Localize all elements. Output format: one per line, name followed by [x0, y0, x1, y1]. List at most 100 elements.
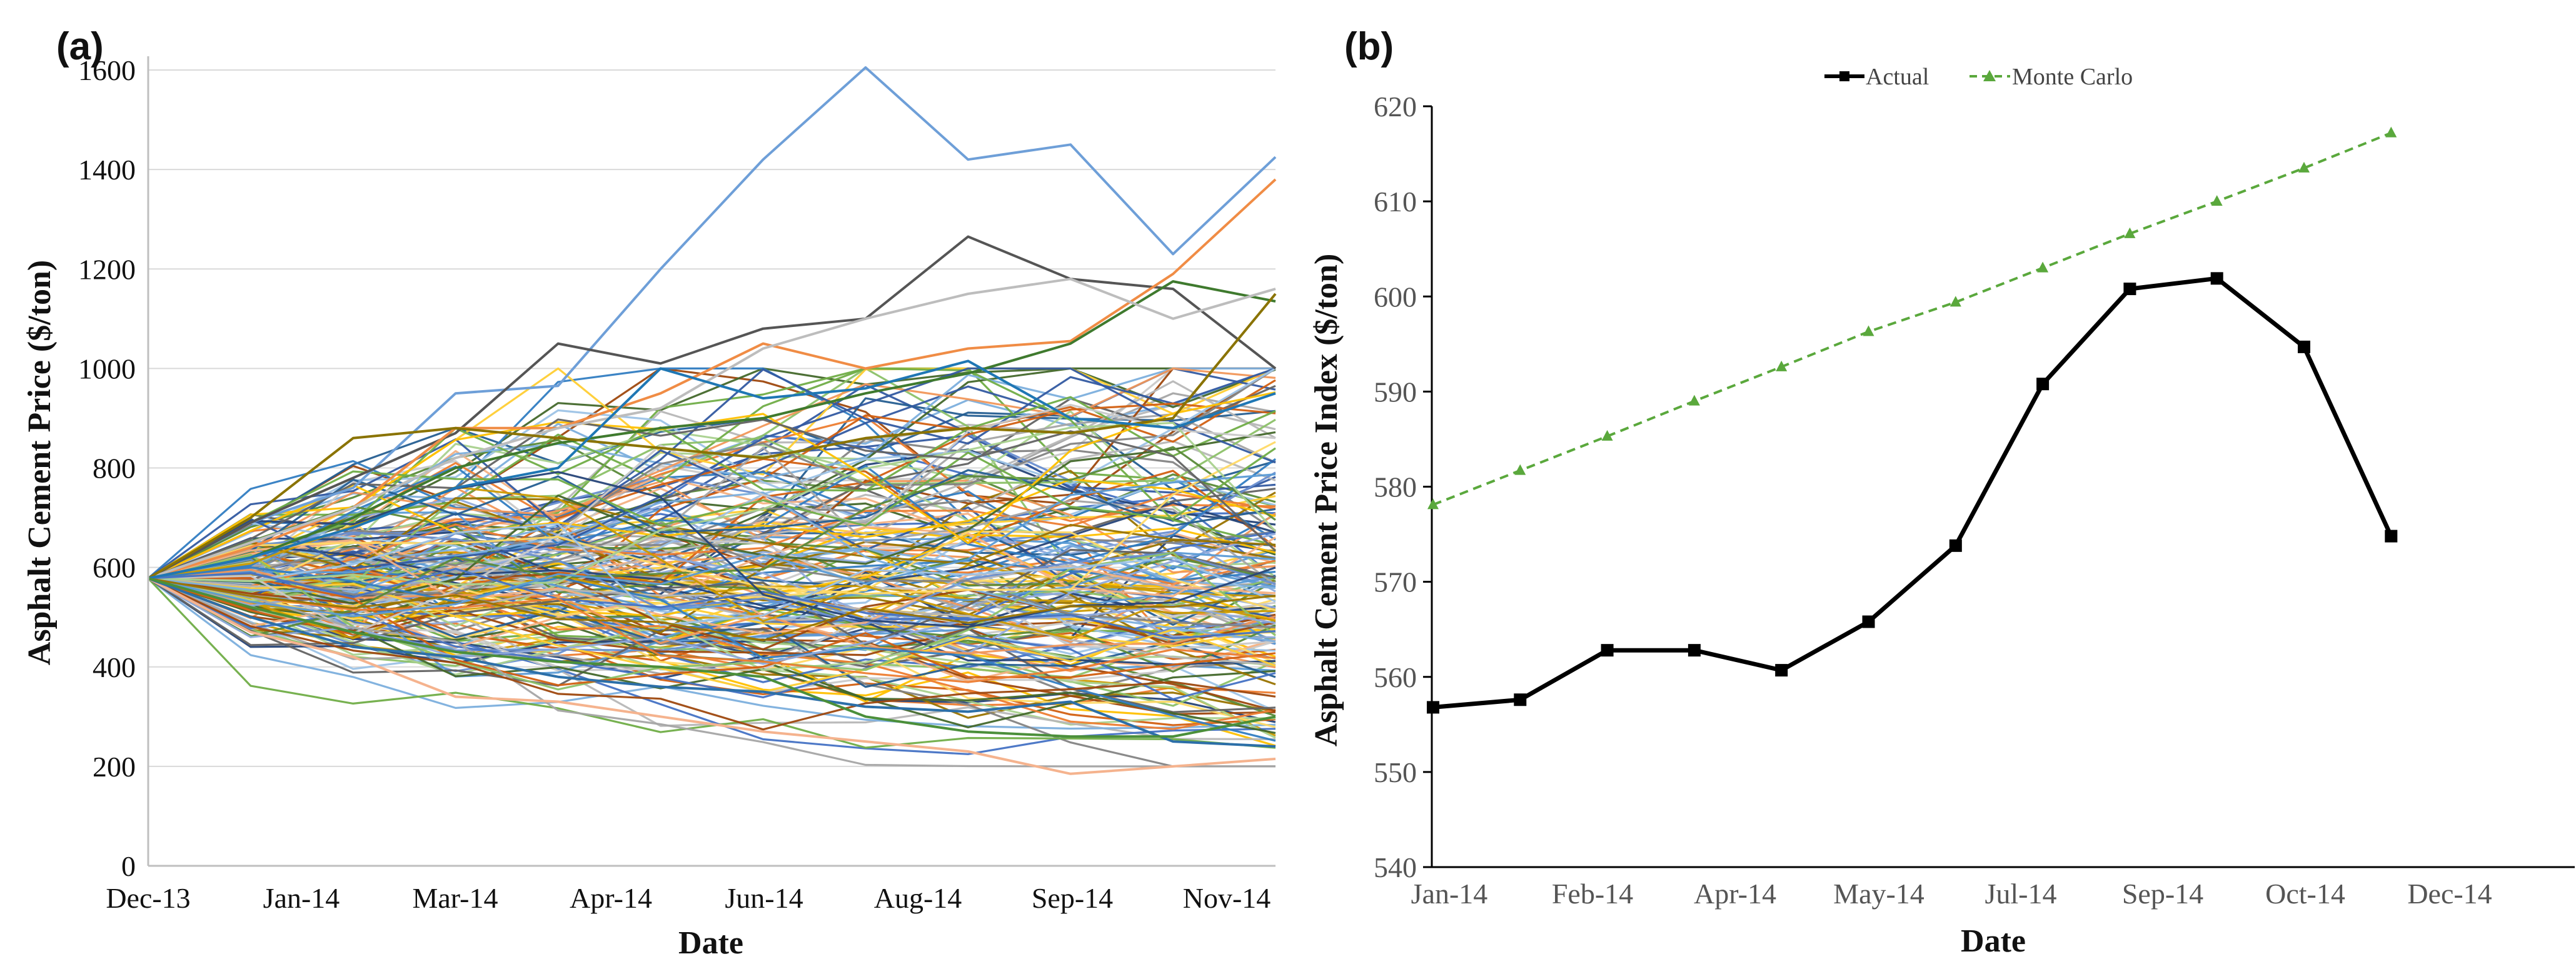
simulated-path — [147, 577, 1276, 749]
panel-a-x-axis-title: Date — [678, 925, 743, 961]
panel-b-y-tick: 540 — [1374, 851, 1417, 883]
simulated-path — [148, 520, 1276, 607]
monte-carlo-point — [1950, 296, 1961, 307]
simulated-path — [148, 447, 1276, 580]
simulated-path — [148, 391, 1276, 580]
panel-a-y-tick: 600 — [93, 552, 136, 584]
highlighted-path — [148, 280, 1276, 580]
highlighted-path — [148, 235, 1277, 580]
panel-a-chart: (a) 0 200 400 600 800 1000 1200 1400 1600 Dec-13… — [22, 25, 1277, 961]
simulated-path — [148, 537, 1276, 650]
simulated-path — [148, 523, 1276, 626]
simulated-path — [148, 577, 1276, 666]
simulated-path — [148, 577, 1276, 642]
simulated-path — [148, 526, 1276, 649]
highlighted-path — [147, 293, 1277, 580]
panel-a-x-tick: Apr-14 — [570, 882, 652, 914]
monte-carlo-point — [1776, 360, 1788, 371]
actual-point — [1775, 664, 1788, 677]
actual-point — [2298, 340, 2310, 353]
monte-carlo-point — [2385, 126, 2397, 138]
simulated-path — [148, 501, 1276, 610]
panel-a-label: (a) — [56, 25, 104, 68]
simulated-path — [148, 458, 1276, 580]
panel-a-y-tick: 400 — [93, 651, 136, 683]
panel-b-y-tick: 590 — [1374, 376, 1417, 408]
panel-b-x-tick: May-14 — [1833, 878, 1924, 910]
monte-carlo-point — [2124, 227, 2136, 238]
actual-point — [2385, 530, 2398, 543]
legend-actual-label: Actual — [1866, 64, 1929, 90]
panel-b-y-tick: 620 — [1374, 91, 1417, 123]
simulated-path — [148, 367, 1276, 580]
panel-b-x-tick: Jan-14 — [1411, 878, 1488, 910]
monte-carlo-point — [2037, 261, 2049, 273]
simulated-path — [148, 413, 1276, 580]
simulated-path — [148, 458, 1276, 580]
legend-monte-carlo-label: Monte Carlo — [2012, 64, 2133, 90]
panel-b-x-tick-labels: Jan-14 Feb-14 Apr-14 May-14 Jul-14 Sep-14 Oct-… — [1411, 878, 2492, 910]
panel-a-x-tick: Mar-14 — [412, 882, 498, 914]
simulated-path — [148, 544, 1276, 666]
panel-b-x-tick: Feb-14 — [1552, 878, 1633, 910]
actual-point — [2036, 378, 2050, 391]
panel-a-y-tick: 800 — [93, 453, 136, 484]
panel-a-x-tick: Nov-14 — [1183, 882, 1271, 914]
panel-b-y-tick: 570 — [1374, 566, 1417, 598]
panel-b-x-tick: Jul-14 — [1985, 878, 2057, 910]
panel-a-x-tick: Jan-14 — [263, 882, 340, 914]
simulated-path — [148, 441, 1276, 595]
panel-a-y-tick: 0 — [121, 850, 136, 882]
panel-b-chart: (b) Actual Monte Carlo 540 550 560 570 580 59… — [1309, 25, 2575, 959]
panel-b-x-tick: Apr-14 — [1694, 878, 1776, 910]
monte-carlo-point — [2211, 195, 2223, 206]
actual-point — [2123, 283, 2136, 296]
panel-b-y-tick: 560 — [1374, 661, 1417, 693]
simulated-path — [148, 396, 1276, 580]
simulated-path — [148, 538, 1276, 635]
panel-a-y-tick: 1400 — [78, 154, 136, 186]
simulated-path — [148, 577, 1276, 739]
panel-b-y-tick-labels: 540 550 560 570 580 590 600 610 620 — [1374, 91, 1417, 883]
panel-b-x-axis-title: Date — [1961, 923, 2026, 959]
simulated-path — [148, 551, 1276, 611]
panel-b-x-tick: Sep-14 — [2122, 878, 2203, 910]
panel-b-series — [1427, 126, 2398, 714]
simulated-path — [148, 566, 1276, 742]
panel-a-y-tick: 1200 — [78, 253, 136, 285]
highlighted-path — [148, 359, 1276, 580]
panel-b-x-tick: Dec-14 — [2407, 878, 2492, 910]
monte-carlo-point — [1514, 464, 1526, 475]
actual-point — [2210, 272, 2223, 285]
panel-a-y-axis-title: Asphalt Cement Price ($/ton) — [22, 260, 58, 665]
panel-a-y-tick: 1600 — [78, 54, 136, 86]
simulated-path — [148, 548, 1276, 646]
simulated-path — [148, 409, 1276, 652]
simulated-path — [148, 493, 1276, 588]
highlighted-path — [148, 278, 1276, 580]
simulated-path — [148, 497, 1276, 580]
highlighted-path — [148, 577, 1276, 748]
actual-point — [1427, 701, 1439, 714]
simulated-path — [148, 577, 1276, 693]
monte-carlo-line — [1432, 131, 2392, 506]
monte-carlo-point — [1601, 429, 1613, 441]
panel-a-x-tick: Jun-14 — [725, 882, 803, 914]
panel-a-x-tick: Dec-13 — [106, 882, 190, 914]
simulated-path — [148, 531, 1276, 626]
actual-point — [1949, 539, 1962, 552]
panel-a-y-tick: 1000 — [78, 353, 136, 384]
panel-b-y-axis-title: Asphalt Cement Price Index ($/ton) — [1309, 254, 1344, 747]
highlighted-path — [148, 577, 1276, 738]
panel-b-y-tick: 600 — [1374, 281, 1417, 313]
monte-carlo-point — [2298, 161, 2310, 173]
simulated-path — [148, 418, 1276, 603]
simulated-path — [148, 473, 1276, 618]
panel-a-series — [147, 66, 1277, 775]
actual-point — [1862, 615, 1875, 628]
panel-b-x-tick: Oct-14 — [2265, 878, 2345, 910]
panel-a-x-tick: Sep-14 — [1032, 882, 1113, 914]
legend-monte-carlo-marker — [1983, 70, 1996, 81]
highlighted-path — [148, 66, 1277, 580]
legend-actual-marker — [1839, 71, 1849, 81]
